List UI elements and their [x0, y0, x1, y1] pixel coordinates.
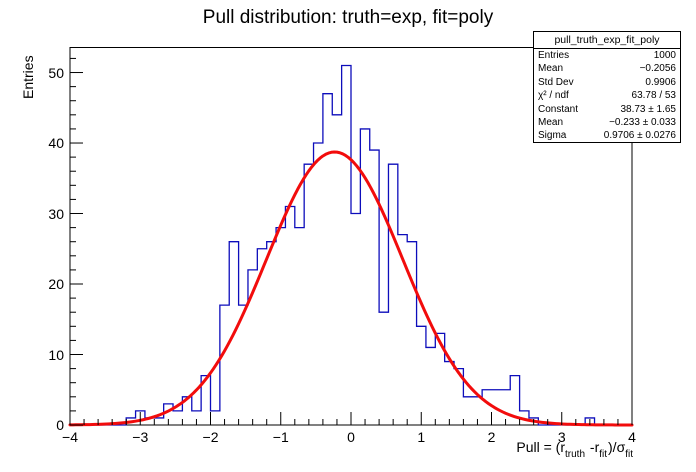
x-title-subscript: truth	[565, 449, 586, 460]
stats-box-title: pull_truth_exp_fit_poly	[534, 32, 680, 49]
histogram-line	[70, 64, 632, 426]
stats-value: 0.9906	[645, 76, 676, 88]
x-tick-label: −4	[62, 429, 78, 445]
x-tick-label: −2	[202, 429, 219, 445]
stats-row: Constant 38.73 ± 1.65	[534, 103, 680, 116]
x-tick-label: 2	[487, 429, 496, 445]
x-title-part: Pull = (r	[516, 439, 565, 455]
y-tick-label: 40	[48, 135, 64, 152]
fit-curve	[68, 150, 634, 427]
stats-label: Mean	[538, 63, 564, 75]
x-tick-label: 1	[417, 429, 426, 445]
stats-row: Std Dev 0.9906	[534, 76, 680, 89]
x-title-part: -r	[586, 439, 600, 455]
x-title-subscript: fit	[625, 449, 633, 460]
stats-row: Mean −0.233 ± 0.033	[534, 116, 680, 129]
x-tick-label: −3	[132, 429, 149, 445]
y-tick-label: 50	[48, 64, 64, 81]
axis-ticks	[69, 57, 633, 426]
stats-value: −0.233 ± 0.033	[609, 116, 676, 128]
y-tick-label: 0	[56, 417, 64, 433]
stats-label: Constant	[538, 103, 579, 115]
stats-value: 63.78 / 53	[631, 90, 676, 102]
stats-row: χ² / ndf 63.78 / 53	[534, 89, 680, 102]
stats-label: Mean	[538, 116, 564, 128]
x-title-part: )/	[608, 439, 617, 455]
stats-row: Entries 1000	[534, 49, 680, 62]
x-tick-label: 3	[557, 429, 566, 445]
stats-value: 1000	[653, 50, 676, 61]
stats-label: Sigma	[538, 130, 567, 142]
stats-label: Entries	[538, 50, 570, 61]
y-tick-label: 30	[48, 205, 64, 222]
stats-label: χ² / ndf	[538, 90, 569, 102]
y-tick-label: 20	[48, 276, 64, 292]
stats-value: 0.9706 ± 0.0276	[603, 130, 676, 142]
stats-row: Sigma 0.9706 ± 0.0276	[534, 129, 680, 142]
x-tick-label: 4	[628, 429, 636, 445]
x-tick-label: −1	[272, 429, 289, 445]
sigma-symbol: σ	[616, 439, 626, 455]
stats-label: Std Dev	[538, 76, 574, 88]
y-tick-label: 10	[48, 346, 64, 363]
x-title-subscript: fit	[599, 449, 608, 460]
x-tick-label: 0	[347, 429, 355, 445]
x-axis-title: Pull = (rtruth -rfit)/σfit	[516, 439, 634, 460]
page-title: Pull distribution: truth=exp, fit=poly	[202, 7, 494, 28]
stats-value: 38.73 ± 1.65	[620, 103, 676, 115]
stats-box: pull_truth_exp_fit_poly Entries 1000 Mean…	[533, 31, 681, 143]
stats-row: Mean −0.2056	[534, 62, 680, 75]
stats-value: −0.2056	[639, 63, 676, 75]
